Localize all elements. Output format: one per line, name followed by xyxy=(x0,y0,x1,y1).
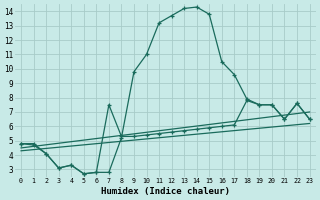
X-axis label: Humidex (Indice chaleur): Humidex (Indice chaleur) xyxy=(101,187,230,196)
